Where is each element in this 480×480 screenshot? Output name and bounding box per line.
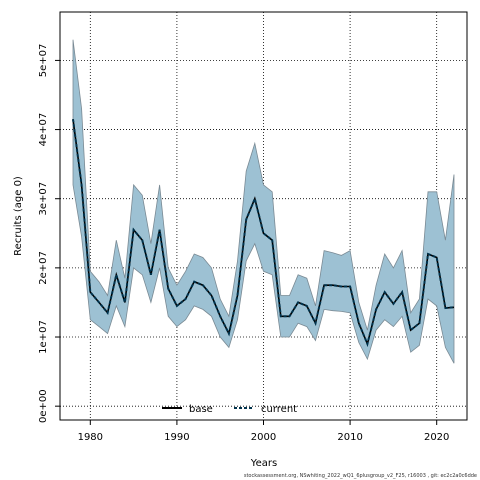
y-tick-label-0e+00: 0e+00 xyxy=(38,389,49,423)
x-axis: 1980 1990 2000 2010 2020 xyxy=(78,420,449,443)
legend: base current xyxy=(162,404,297,415)
y-axis-title: Recruits (age 0) xyxy=(13,176,24,256)
x-axis-title: Years xyxy=(250,458,277,469)
x-tick-label-1990: 1990 xyxy=(164,432,189,443)
y-axis: 0e+00 1e+07 2e+07 3e+07 4e+07 5e+07 xyxy=(38,44,60,423)
legend-label-base: base xyxy=(189,404,213,415)
y-tick-label-2e+07: 2e+07 xyxy=(38,251,49,285)
y-tick-label-1e+07: 1e+07 xyxy=(38,320,49,354)
y-tick-label-5e+07: 5e+07 xyxy=(38,44,49,78)
x-tick-label-1980: 1980 xyxy=(78,432,103,443)
x-tick-label-2000: 2000 xyxy=(251,432,276,443)
y-tick-label-4e+07: 4e+07 xyxy=(38,113,49,147)
series-lines xyxy=(72,119,455,348)
x-tick-label-2010: 2010 xyxy=(337,432,362,443)
footer-credit: stockassessment.org, NSwhiting_2022_wQ1_… xyxy=(244,473,477,479)
x-tick-label-2020: 2020 xyxy=(424,432,449,443)
series-line-current xyxy=(72,119,455,348)
y-tick-label-3e+07: 3e+07 xyxy=(38,182,49,216)
legend-label-current: current xyxy=(261,404,297,415)
